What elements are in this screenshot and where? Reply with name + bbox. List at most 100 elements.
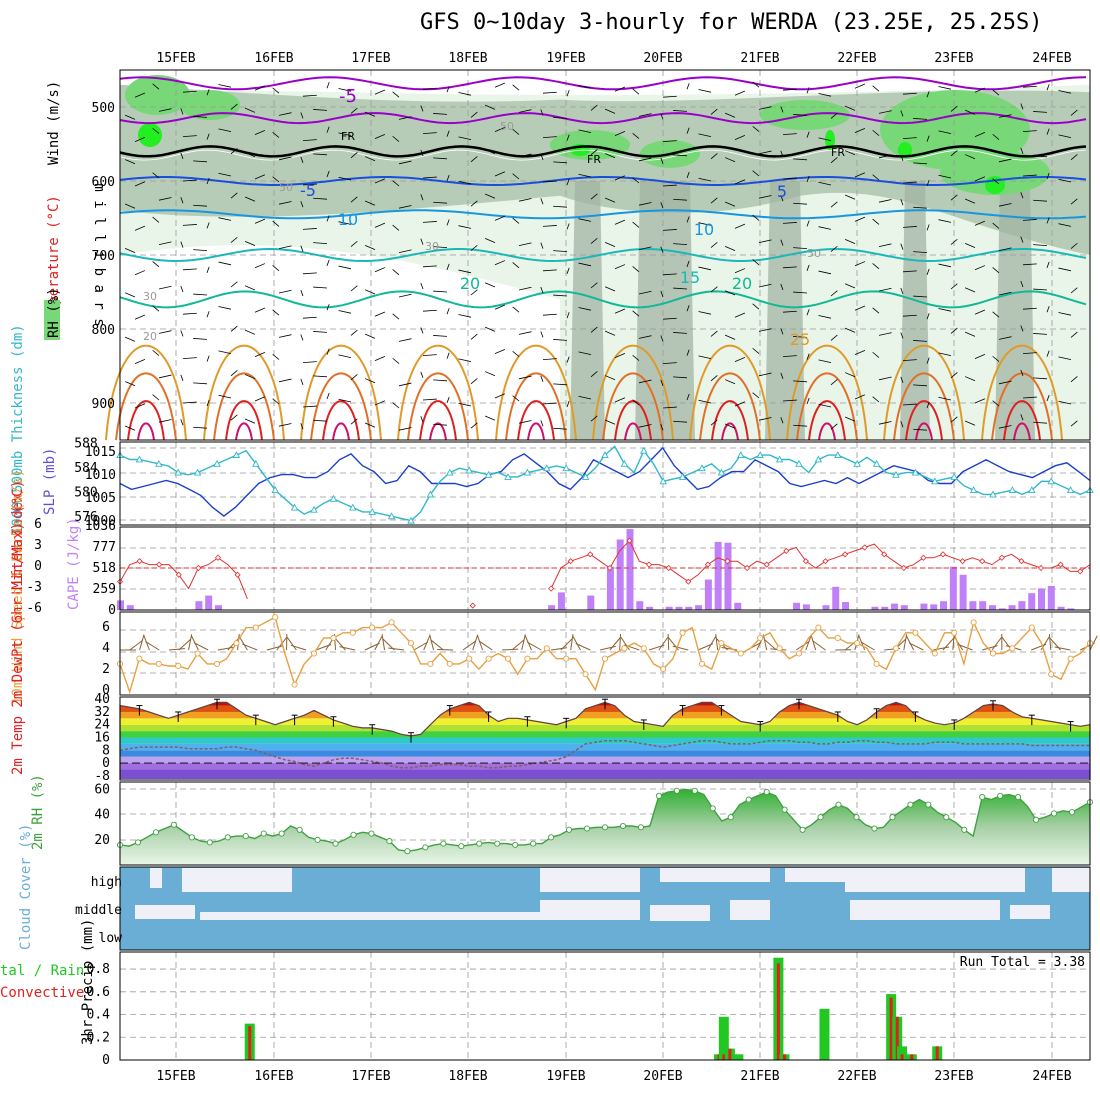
wind-barb [272,398,280,405]
wind-barb [752,392,760,399]
wind-barb [806,397,810,405]
rh2m-line-marker [979,794,986,801]
wind-barb [710,153,718,160]
wind-barb [902,137,917,139]
wind-barb [364,156,376,162]
slp-line-marker [717,468,726,476]
wind-barb [420,282,424,290]
wind-barb [780,150,784,157]
rh2m-line-marker [799,826,806,833]
rh2m-line-marker [512,841,519,848]
precip-tick: 0.4 [87,1008,111,1023]
wind-barb [844,416,856,422]
cloud-clear-high [540,868,640,892]
wind-barb [950,150,958,157]
wind-barb [374,400,386,406]
temp-tick: 16 [94,731,110,746]
cape-bar [714,541,722,610]
wind-barb [998,247,1012,251]
temp-frame [119,696,1091,781]
wind-barb [806,309,810,316]
wind-barb [374,267,386,273]
rh2m-line-marker [548,834,555,841]
wind-barb [364,244,376,250]
wind-barb [752,214,760,221]
wind-barb [152,349,160,356]
wind-barb [278,112,292,116]
wind-barb [193,116,208,118]
wind-barb [1022,130,1037,132]
wind-barb [964,109,976,115]
wind10-line-marker [563,655,570,662]
wind-barb [998,203,1012,207]
cape-bar [949,566,957,610]
wind-barb [604,419,616,425]
wind-barb [278,245,292,249]
wind-barb [338,354,352,358]
wind-barb [872,396,880,403]
wind10-barb [620,636,630,651]
wind-barb [484,371,496,377]
li-marker [998,554,1005,561]
wind-barb [660,113,664,120]
wind-barb [830,157,838,164]
wind-barb [206,222,210,229]
wind-barb [758,417,772,421]
slp-line-marker [349,503,357,511]
wind-barb [158,285,172,290]
cape-bar [557,592,565,610]
wind-barb [830,290,838,297]
wind-barb [300,423,304,430]
wind-barb [900,199,904,206]
wind10-barb [413,641,429,651]
wind10-barb [290,644,307,651]
wind-barb [392,269,400,276]
rh-tick: 40 [94,808,110,823]
wind-barb [540,109,544,116]
wind-barb [180,108,184,115]
wind-barb [578,307,592,311]
wind-barb [638,290,652,295]
wind-barb [806,353,810,360]
wind10-line-marker [272,614,279,621]
li-marker [214,554,222,561]
wind10-line [119,616,1091,695]
wind-barb [734,223,746,229]
precip-tick: 0.6 [87,985,110,1000]
wind-barb [660,290,664,298]
wind-barb [900,332,904,339]
wind-barb [950,238,958,245]
slp-line-marker [659,477,667,485]
wind-barb [998,291,1012,296]
cloud-clear-mid [730,900,770,920]
wind-barb [992,267,1000,274]
wind-barb [254,129,266,135]
rh-tick: 20 [94,833,110,848]
wind-barb [758,106,772,110]
top-day-label: 17FEB [351,51,390,66]
wind-barb [818,403,832,408]
wind-barb [1033,155,1048,158]
wind-barb [872,129,880,136]
wind10-barb [242,643,258,651]
wind-barb [484,104,496,110]
wind10-barb [707,635,717,651]
wind-barb [566,90,570,97]
wind-barb [724,379,736,385]
contour-label: 10 [338,210,358,229]
wind10-barb [423,635,431,651]
wind-barb [900,243,904,250]
wind10-barb [502,648,519,651]
wind-barb [254,218,266,224]
slp-label: SLP (mb) [42,448,58,515]
temp-tick: 0 [102,756,110,771]
contour-magenta [235,422,253,441]
wind-tick: 0 [102,683,110,698]
wind-barb [180,419,184,426]
slp-line-marker [290,503,299,511]
wind-barb [420,194,424,201]
wind-barb [578,173,592,178]
wind10-line-marker [504,655,512,662]
wind-barb [1058,223,1072,227]
top-day-label: 21FEB [740,51,779,66]
